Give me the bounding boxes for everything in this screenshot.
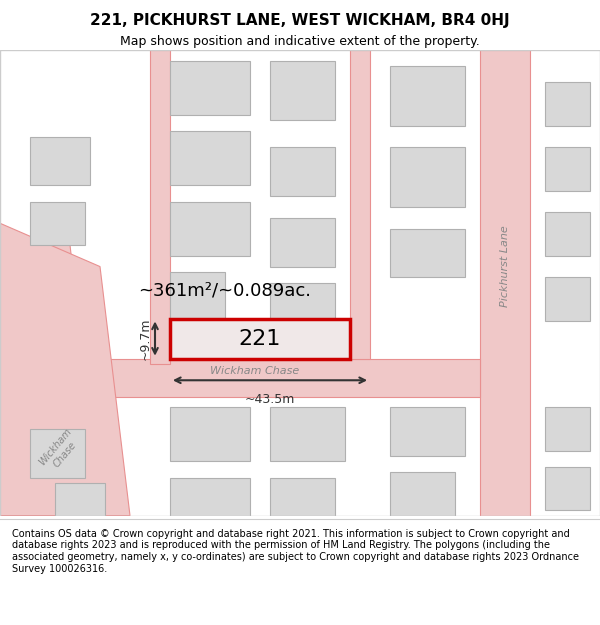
Bar <box>390 229 465 278</box>
Polygon shape <box>0 223 130 516</box>
Text: 221, PICKHURST LANE, WEST WICKHAM, BR4 0HJ: 221, PICKHURST LANE, WEST WICKHAM, BR4 0… <box>90 12 510 28</box>
Text: ~43.5m: ~43.5m <box>245 393 295 406</box>
Bar <box>270 478 335 516</box>
Text: Map shows position and indicative extent of the property.: Map shows position and indicative extent… <box>120 35 480 48</box>
Text: Wickham Chase: Wickham Chase <box>211 366 299 376</box>
Bar <box>350 50 370 359</box>
Text: Contains OS data © Crown copyright and database right 2021. This information is : Contains OS data © Crown copyright and d… <box>12 529 579 574</box>
Bar <box>270 218 335 267</box>
Bar <box>170 319 350 359</box>
Bar <box>270 148 335 196</box>
Bar <box>545 278 590 321</box>
Text: 221: 221 <box>239 329 281 349</box>
Bar <box>390 66 465 126</box>
Bar <box>270 282 335 326</box>
Text: Pickhurst Lane: Pickhurst Lane <box>500 226 510 308</box>
Bar <box>30 202 85 245</box>
Bar <box>480 50 530 516</box>
Bar <box>170 478 250 521</box>
Bar <box>545 467 590 510</box>
Bar <box>270 408 345 461</box>
Bar <box>390 408 465 456</box>
Bar <box>100 359 480 396</box>
Text: Wickham
Chase: Wickham Chase <box>37 426 83 475</box>
Text: ~361m²/~0.089ac.: ~361m²/~0.089ac. <box>139 281 311 299</box>
Bar <box>545 82 590 126</box>
Bar <box>30 429 85 478</box>
Bar <box>55 483 105 516</box>
Bar <box>170 131 250 186</box>
Bar <box>545 148 590 191</box>
Bar <box>545 213 590 256</box>
Polygon shape <box>0 245 100 516</box>
Bar <box>170 202 250 256</box>
Bar <box>390 148 465 207</box>
Bar <box>270 61 335 121</box>
Bar <box>170 408 250 461</box>
Bar <box>30 137 90 186</box>
Bar <box>170 61 250 115</box>
Bar <box>170 272 225 321</box>
Bar <box>545 408 590 451</box>
Bar <box>390 472 455 516</box>
Bar <box>150 50 170 364</box>
Text: ~9.7m: ~9.7m <box>139 318 152 360</box>
